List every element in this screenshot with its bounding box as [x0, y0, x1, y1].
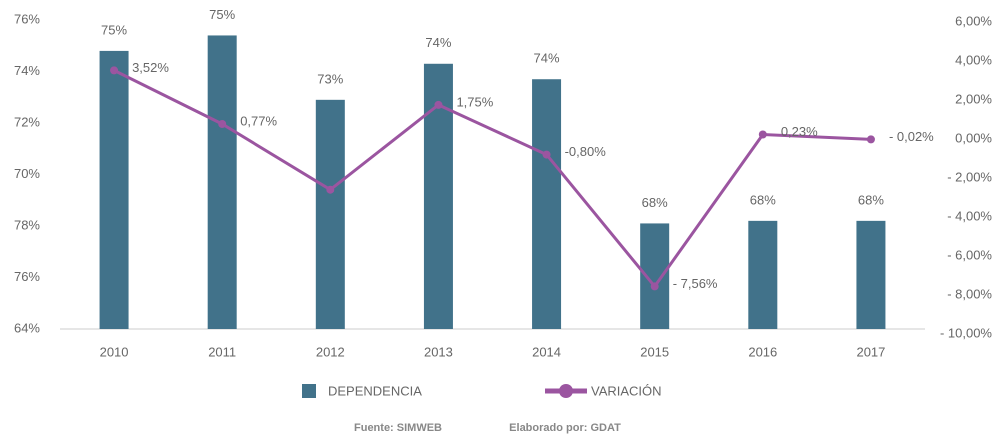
line-label: - 0,02% — [889, 129, 934, 144]
x-tick-label: 2017 — [856, 344, 885, 359]
y2-tick-label: 4,00% — [955, 52, 992, 67]
bar-label: 68% — [642, 195, 668, 210]
y2-tick-label: - 6,00% — [947, 247, 992, 262]
bar-label: 74% — [425, 35, 451, 50]
y-tick-label: 64% — [14, 320, 40, 335]
x-tick-label: 2010 — [100, 344, 129, 359]
line-point — [650, 282, 659, 291]
bar — [532, 79, 562, 329]
y2-tick-label: - 2,00% — [947, 169, 992, 184]
line-label: -0,80% — [565, 144, 607, 159]
y-tick-label: 74% — [14, 63, 40, 78]
y-tick-label: 76% — [14, 11, 40, 26]
x-tick-label: 2011 — [208, 344, 236, 359]
y-tick-label: 72% — [14, 114, 40, 129]
x-tick-label: 2014 — [532, 344, 561, 359]
line — [113, 69, 872, 289]
bar — [748, 220, 778, 329]
bar — [207, 35, 237, 329]
y-tick-label: 76% — [14, 269, 40, 284]
bar — [315, 99, 345, 329]
line-label: 0,77% — [240, 113, 277, 128]
bar — [99, 50, 129, 330]
bar-label: 73% — [317, 71, 343, 86]
line-point — [218, 119, 227, 128]
x-tick-label: 2012 — [316, 344, 345, 359]
line-point — [866, 135, 875, 144]
legend-swatch — [559, 384, 573, 398]
bar-label: 68% — [858, 192, 884, 207]
line-point — [434, 100, 443, 109]
y2-tick-label: - 4,00% — [947, 208, 992, 223]
y2-tick-label: 6,00% — [955, 13, 992, 28]
y-tick-label: 78% — [14, 217, 40, 232]
line-label: 0,23% — [781, 124, 818, 139]
bar-label: 68% — [750, 192, 776, 207]
line-label: - 7,56% — [673, 276, 718, 291]
legend-label: VARIACIÓN — [591, 383, 662, 398]
bar — [856, 220, 886, 329]
author: Elaborado por: GDAT — [509, 422, 621, 434]
line-point — [110, 66, 119, 75]
line-point — [758, 130, 767, 139]
bar-label: 75% — [209, 7, 235, 22]
line-point — [542, 150, 551, 159]
x-tick-label: 2015 — [640, 344, 669, 359]
bar-label: 75% — [101, 22, 127, 37]
bar-label: 74% — [534, 51, 560, 66]
line-label: 1,75% — [456, 94, 493, 109]
line-label: 3,52% — [132, 60, 169, 75]
y-tick-label: 70% — [14, 166, 40, 181]
y2-tick-label: 2,00% — [955, 91, 992, 106]
x-tick-label: 2013 — [424, 344, 453, 359]
x-tick-label: 2016 — [748, 344, 777, 359]
y2-tick-label: 0,00% — [955, 130, 992, 145]
legend-swatch — [302, 384, 316, 398]
legend-label: DEPENDENCIA — [328, 383, 422, 398]
line-point — [326, 185, 335, 194]
y2-tick-label: - 8,00% — [947, 286, 992, 301]
y2-tick-label: - 10,00% — [940, 325, 992, 340]
source: Fuente: SIMWEB — [354, 422, 442, 434]
